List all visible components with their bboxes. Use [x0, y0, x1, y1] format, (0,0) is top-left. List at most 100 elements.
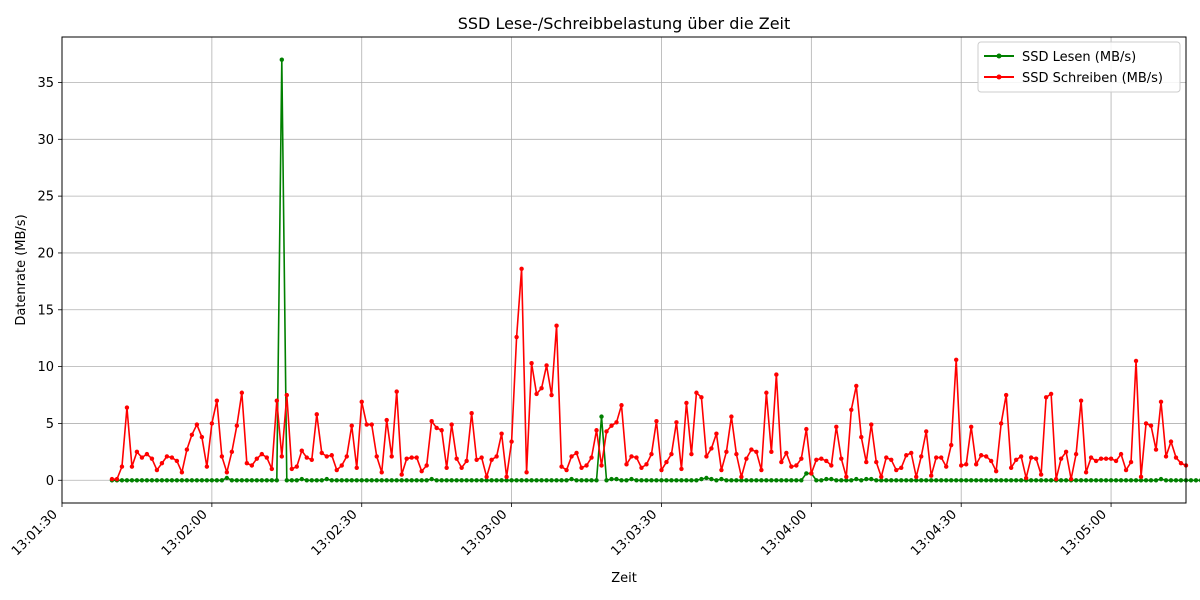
data-point: [1123, 478, 1129, 483]
data-point: [364, 478, 369, 483]
data-point: [384, 417, 389, 423]
data-point: [1158, 399, 1164, 405]
data-point: [309, 457, 314, 463]
data-point: [998, 478, 1004, 483]
data-point: [124, 478, 130, 483]
y-tick-label: 25: [37, 190, 54, 205]
data-point: [249, 478, 255, 483]
data-point: [214, 478, 220, 483]
data-point: [704, 454, 709, 459]
data-point: [324, 454, 329, 459]
data-point: [539, 478, 544, 483]
data-point: [1103, 478, 1109, 483]
data-point: [694, 478, 699, 483]
data-point: [734, 478, 739, 483]
data-point: [349, 423, 354, 428]
data-point: [739, 478, 744, 483]
data-point: [1048, 391, 1054, 397]
data-point: [479, 455, 484, 460]
data-point: [229, 478, 235, 483]
data-point: [1088, 478, 1094, 483]
data-point: [1038, 472, 1044, 477]
data-point: [829, 476, 834, 482]
data-point: [569, 476, 574, 482]
data-point: [169, 455, 175, 460]
data-point: [854, 476, 859, 482]
data-point: [973, 462, 979, 467]
data-point: [579, 465, 584, 470]
data-point: [1023, 475, 1029, 481]
data-point: [264, 455, 270, 460]
data-point: [354, 478, 359, 483]
y-tick-label: 10: [37, 360, 54, 375]
data-point: [124, 405, 130, 410]
data-point: [1158, 476, 1164, 482]
data-point: [604, 478, 609, 483]
data-point: [279, 57, 284, 62]
data-point: [369, 478, 374, 483]
data-point: [779, 459, 784, 465]
data-point: [329, 478, 334, 483]
data-point: [374, 478, 379, 483]
data-point: [1058, 478, 1064, 483]
data-point: [389, 454, 394, 459]
data-point: [849, 407, 854, 412]
data-point: [319, 478, 324, 483]
data-point: [729, 414, 734, 419]
data-point: [239, 478, 245, 483]
data-point: [909, 478, 914, 483]
data-point: [509, 478, 514, 483]
data-point: [359, 478, 364, 483]
data-point: [1098, 456, 1104, 461]
data-point: [1058, 456, 1064, 461]
data-point: [1013, 457, 1019, 463]
data-point: [754, 478, 759, 483]
data-point: [689, 451, 694, 457]
data-point: [519, 266, 524, 272]
data-point: [844, 474, 849, 480]
data-point: [729, 478, 734, 483]
data-point: [144, 478, 150, 483]
data-point: [1163, 478, 1169, 483]
data-point: [514, 334, 519, 340]
data-point: [988, 458, 994, 464]
data-point: [274, 398, 280, 403]
data-point: [109, 476, 115, 482]
data-point: [1148, 423, 1154, 428]
data-point: [244, 461, 250, 466]
data-point: [973, 478, 979, 483]
data-point: [499, 431, 504, 436]
data-point: [289, 478, 294, 483]
data-point: [519, 478, 524, 483]
data-point: [654, 478, 659, 483]
data-point: [874, 459, 879, 465]
data-point: [1168, 478, 1174, 483]
data-point: [904, 478, 909, 483]
y-tick-label: 20: [37, 246, 54, 261]
data-point: [944, 464, 949, 469]
data-point: [339, 463, 344, 468]
data-point: [284, 478, 289, 483]
data-point: [424, 463, 429, 468]
data-point: [164, 454, 170, 459]
data-point: [954, 478, 959, 483]
data-point: [799, 456, 804, 461]
data-point: [234, 423, 240, 428]
data-point: [934, 455, 939, 460]
data-point: [399, 472, 404, 477]
data-point: [754, 449, 759, 455]
data-point: [978, 478, 984, 483]
data-point: [429, 418, 434, 424]
data-point: [664, 459, 669, 465]
data-point: [1178, 461, 1184, 466]
data-point: [1193, 478, 1199, 483]
data-point: [1073, 478, 1079, 483]
data-point: [129, 464, 135, 469]
data-point: [1108, 456, 1114, 461]
data-point: [599, 463, 604, 468]
data-point: [469, 478, 474, 483]
data-point: [704, 475, 709, 481]
data-point: [709, 476, 714, 482]
data-point: [614, 476, 619, 482]
data-point: [504, 478, 509, 483]
